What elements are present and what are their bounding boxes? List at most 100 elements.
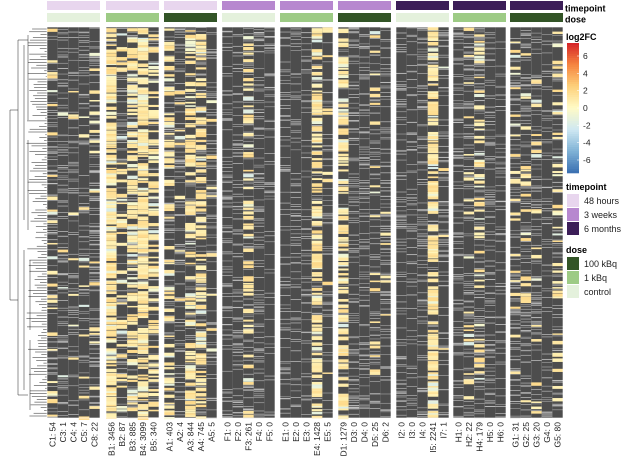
heatmap-cell (206, 155, 217, 159)
heatmap-cell (68, 191, 79, 193)
heatmap-cell (137, 32, 149, 35)
heatmap-cell (380, 280, 391, 283)
heatmap-cell (427, 193, 439, 196)
heatmap-cell (348, 351, 360, 353)
heatmap-cell (427, 307, 439, 310)
heatmap-cell (280, 318, 291, 320)
heatmap-cell (68, 79, 79, 81)
heatmap-cell (311, 342, 323, 345)
heatmap-cell (427, 181, 439, 183)
heatmap-cell (369, 50, 381, 53)
heatmap-cell (57, 92, 69, 94)
heatmap-cell (106, 163, 117, 165)
heatmap-cell (185, 179, 196, 181)
heatmap-cell (89, 279, 100, 281)
heatmap-cell (232, 412, 244, 414)
heatmap-cell (417, 214, 428, 216)
heatmap-cell (148, 244, 159, 247)
heatmap-cell (301, 69, 312, 70)
heatmap-cell (47, 211, 58, 215)
heatmap-cell (311, 363, 323, 366)
heatmap-cell (222, 90, 233, 91)
heatmap-cell (185, 265, 196, 267)
heatmap-cell (380, 190, 391, 192)
heatmap-cell (47, 126, 58, 128)
heatmap-cell (222, 310, 233, 312)
heatmap-cell (311, 297, 323, 302)
heatmap-cell (253, 331, 265, 333)
heatmap-cell (116, 139, 128, 141)
heatmap-cell (396, 310, 407, 312)
heatmap-cell (427, 339, 439, 343)
heatmap-cell (195, 159, 207, 161)
heatmap-cell (348, 160, 360, 162)
heatmap-cell (322, 134, 333, 135)
heatmap-cell (264, 30, 275, 32)
heatmap-cell (222, 338, 233, 340)
heatmap-cell (311, 386, 323, 389)
heatmap-cell (137, 77, 149, 80)
heatmap-cell (57, 288, 69, 290)
heatmap-cell (89, 249, 100, 250)
heatmap-cell (89, 231, 100, 233)
heatmap-cell (369, 173, 381, 175)
heatmap-cell (290, 183, 302, 185)
heatmap-cell (264, 191, 275, 193)
heatmap-cell (359, 247, 370, 249)
heatmap-cell (148, 38, 159, 41)
heatmap-column (290, 27, 302, 418)
heatmap-cell (137, 81, 149, 85)
heatmap-cell (348, 198, 360, 200)
heatmap-cell (359, 344, 370, 346)
heatmap-cell (264, 136, 275, 138)
heatmap-cell (438, 135, 449, 137)
heatmap-cell (116, 300, 128, 301)
heatmap-cell (243, 52, 254, 55)
heatmap-cell (195, 119, 207, 121)
heatmap-cell (280, 256, 291, 258)
heatmap-cell (359, 188, 370, 189)
heatmap-cell (348, 235, 360, 236)
heatmap-cell (127, 105, 138, 108)
heatmap-cell (290, 137, 302, 139)
heatmap-cell (253, 239, 265, 241)
heatmap-cell (311, 235, 323, 239)
heatmap-cell (185, 374, 196, 377)
heatmap-cell (438, 254, 449, 256)
heatmap-cell (127, 245, 138, 249)
heatmap-cell (338, 264, 349, 267)
heatmap-cell (359, 209, 370, 210)
heatmap-cell (380, 232, 391, 236)
heatmap-cell (290, 123, 302, 124)
heatmap-cell (438, 333, 449, 334)
heatmap-cell (348, 315, 360, 316)
heatmap-cell (280, 213, 291, 215)
heatmap-cell (137, 315, 149, 319)
heatmap-cell (68, 283, 79, 284)
heatmap-cell (311, 335, 323, 337)
heatmap-cell (89, 337, 100, 338)
heatmap-cell (57, 97, 69, 99)
heatmap-cell (185, 135, 196, 139)
heatmap-cell (243, 121, 254, 124)
heatmap-cell (417, 267, 428, 269)
heatmap-cell (280, 338, 291, 339)
heatmap-cell (338, 284, 349, 286)
heatmap-cell (348, 186, 360, 188)
heatmap-cell (89, 172, 100, 174)
heatmap-cell (301, 398, 312, 400)
heatmap-cell (311, 52, 323, 56)
heatmap-cell (195, 365, 207, 367)
heatmap-cell (427, 325, 439, 326)
heatmap-cell (301, 228, 312, 229)
heatmap-cell (380, 379, 391, 381)
heatmap-cell (185, 251, 196, 254)
heatmap-cell (311, 175, 323, 176)
heatmap-cell (174, 373, 186, 375)
heatmap-cell (47, 60, 58, 63)
heatmap-cell (438, 280, 449, 282)
heatmap-cell (427, 77, 439, 81)
heatmap-cell (338, 144, 349, 149)
heatmap-cell (253, 220, 265, 221)
